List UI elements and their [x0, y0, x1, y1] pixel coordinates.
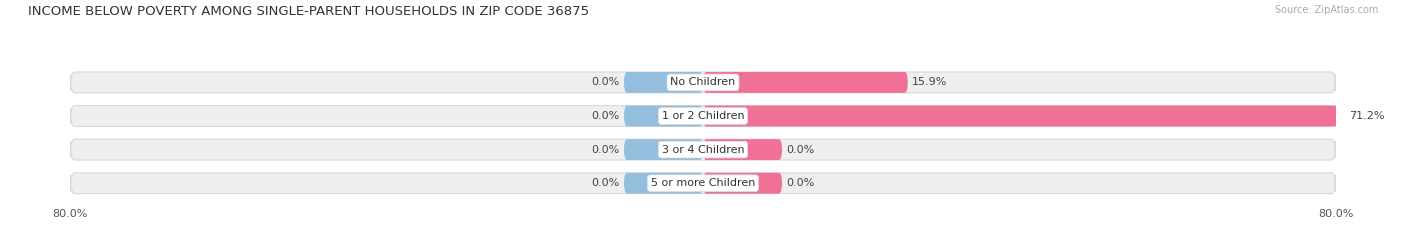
Text: 0.0%: 0.0% — [786, 178, 814, 188]
Text: 0.0%: 0.0% — [592, 145, 620, 155]
Text: INCOME BELOW POVERTY AMONG SINGLE-PARENT HOUSEHOLDS IN ZIP CODE 36875: INCOME BELOW POVERTY AMONG SINGLE-PARENT… — [28, 5, 589, 18]
Text: 0.0%: 0.0% — [786, 145, 814, 155]
FancyBboxPatch shape — [703, 173, 782, 194]
FancyBboxPatch shape — [703, 72, 908, 93]
Text: 15.9%: 15.9% — [912, 77, 948, 87]
FancyBboxPatch shape — [624, 72, 703, 93]
FancyBboxPatch shape — [624, 106, 703, 127]
FancyBboxPatch shape — [624, 173, 703, 194]
FancyBboxPatch shape — [70, 106, 1336, 127]
Text: 0.0%: 0.0% — [592, 111, 620, 121]
Text: 5 or more Children: 5 or more Children — [651, 178, 755, 188]
Text: 0.0%: 0.0% — [592, 178, 620, 188]
Text: 3 or 4 Children: 3 or 4 Children — [662, 145, 744, 155]
FancyBboxPatch shape — [70, 72, 1336, 93]
Text: No Children: No Children — [671, 77, 735, 87]
FancyBboxPatch shape — [703, 139, 782, 160]
FancyBboxPatch shape — [70, 139, 1336, 160]
Text: Source: ZipAtlas.com: Source: ZipAtlas.com — [1274, 5, 1378, 15]
FancyBboxPatch shape — [70, 173, 1336, 194]
Text: 0.0%: 0.0% — [592, 77, 620, 87]
Text: 71.2%: 71.2% — [1350, 111, 1385, 121]
FancyBboxPatch shape — [624, 139, 703, 160]
FancyBboxPatch shape — [703, 106, 1346, 127]
Text: 1 or 2 Children: 1 or 2 Children — [662, 111, 744, 121]
